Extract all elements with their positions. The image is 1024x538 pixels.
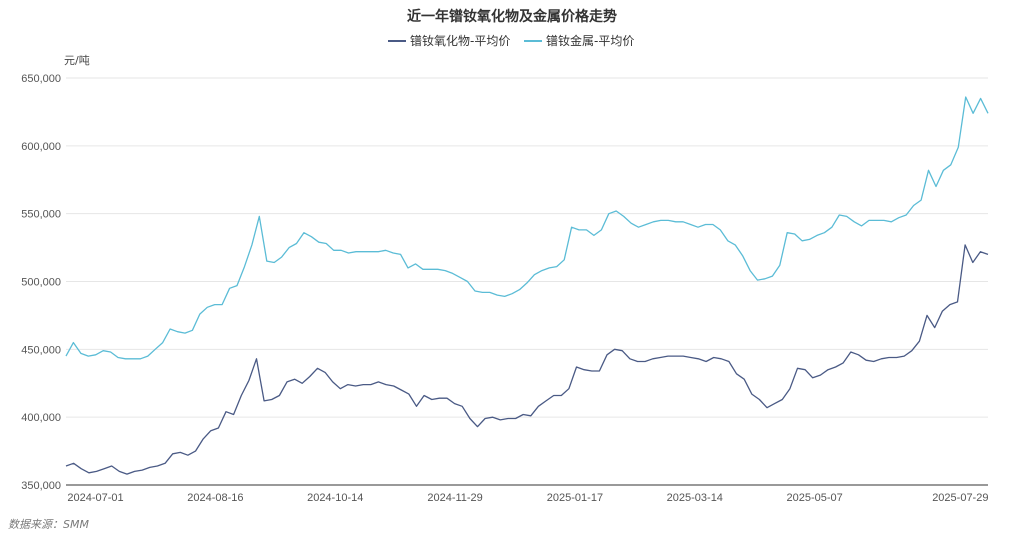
x-tick-label: 2025-07-29 <box>932 492 988 504</box>
x-tick-label: 2025-03-14 <box>667 492 723 504</box>
y-tick-label: 600,000 <box>21 141 61 153</box>
x-tick-label: 2025-05-07 <box>787 492 843 504</box>
y-tick-label: 350,000 <box>21 480 61 492</box>
legend[interactable]: 镨钕氧化物-平均价 镨钕金属-平均价 <box>388 33 634 48</box>
legend-label-metal: 镨钕金属-平均价 <box>546 33 634 48</box>
legend-item-metal[interactable]: 镨钕金属-平均价 <box>524 33 634 48</box>
y-axis-unit: 元/吨 <box>64 54 90 67</box>
series-line-metal <box>65 96 989 360</box>
series-lines <box>65 96 989 475</box>
series-line-oxide <box>65 244 989 475</box>
x-tick-label: 2024-11-29 <box>427 492 482 504</box>
y-tick-label: 650,000 <box>21 73 61 85</box>
y-tick-label: 550,000 <box>21 209 61 221</box>
gridlines <box>66 77 988 418</box>
y-tick-label: 400,000 <box>21 412 61 424</box>
y-axis-ticks: 350,000 400,000 450,000 500,000 550,000 600,0… <box>21 73 61 492</box>
x-tick-label: 2024-08-16 <box>187 492 243 504</box>
data-source: 数据来源：SMM <box>8 518 89 531</box>
x-tick-label: 2024-07-01 <box>67 492 123 504</box>
y-tick-label: 500,000 <box>21 277 61 289</box>
x-tick-label: 2025-01-17 <box>547 492 603 504</box>
x-axis-ticks: 2024-07-01 2024-08-16 2024-10-14 2024-11-29… <box>67 492 988 504</box>
x-tick-label: 2024-10-14 <box>307 492 363 504</box>
y-tick-label: 450,000 <box>21 344 61 356</box>
legend-label-oxide: 镨钕氧化物-平均价 <box>410 33 510 48</box>
legend-item-oxide[interactable]: 镨钕氧化物-平均价 <box>388 33 510 48</box>
chart-title: 近一年镨钕氧化物及金属价格走势 <box>407 8 617 25</box>
